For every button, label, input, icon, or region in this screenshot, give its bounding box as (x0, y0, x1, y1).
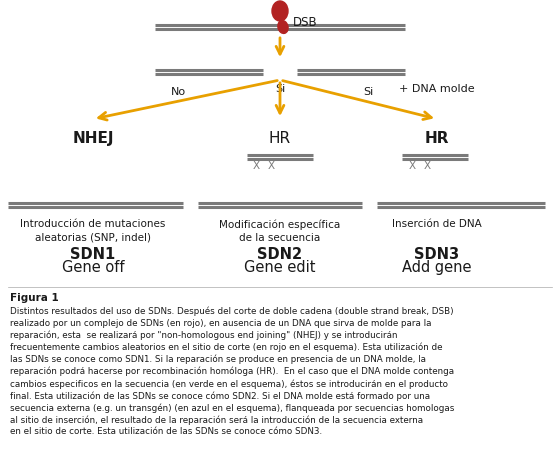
Text: Distintos resultados del uso de SDNs. Después del corte de doble cadena (double : Distintos resultados del uso de SDNs. De… (10, 307, 454, 436)
Text: Gene off: Gene off (62, 260, 124, 275)
Text: + DNA molde: + DNA molde (399, 84, 475, 94)
Ellipse shape (272, 1, 288, 21)
Text: X: X (423, 161, 431, 171)
Text: No: No (170, 87, 185, 97)
Text: NHEJ: NHEJ (72, 131, 114, 146)
Text: DSB: DSB (293, 16, 318, 30)
Text: Inserción de DNA: Inserción de DNA (392, 219, 482, 229)
Text: X: X (268, 161, 274, 171)
Text: Si: Si (363, 87, 373, 97)
Ellipse shape (278, 21, 288, 33)
Text: SDN2: SDN2 (258, 247, 302, 262)
Text: SDN3: SDN3 (414, 247, 460, 262)
Text: HR: HR (269, 131, 291, 146)
Text: Modificación específica
de la secuencia: Modificación específica de la secuencia (220, 219, 340, 243)
Text: SDN1: SDN1 (71, 247, 115, 262)
Text: HR: HR (424, 131, 449, 146)
Text: Gene edit: Gene edit (244, 260, 316, 275)
Text: Add gene: Add gene (402, 260, 472, 275)
Text: X: X (253, 161, 260, 171)
Text: Si: Si (275, 84, 285, 94)
Text: Figura 1: Figura 1 (10, 293, 59, 303)
Text: X: X (408, 161, 416, 171)
Text: Introducción de mutaciones
aleatorias (SNP, indel): Introducción de mutaciones aleatorias (S… (20, 219, 166, 242)
